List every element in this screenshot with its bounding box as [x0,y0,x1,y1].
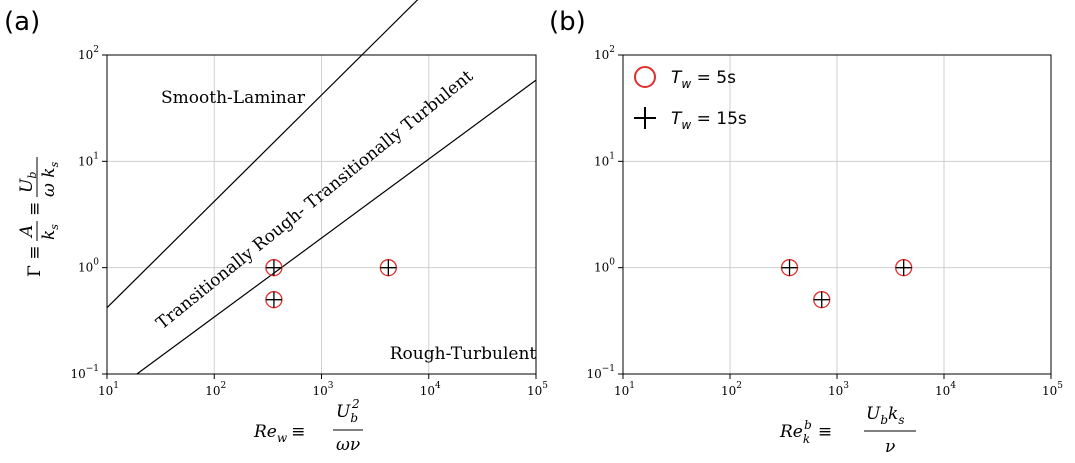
panel-a-markers [265,259,397,309]
x-tick-label: 104 [420,381,441,398]
region-rough-turbulent: Rough-Turbulent [390,344,537,364]
legend-label-15s: Tw = 15s [671,109,747,132]
y-tick-label: 101 [594,151,615,168]
y-tick-label: 100 [594,258,615,275]
plus-marker [781,259,798,276]
plus-marker [265,291,282,308]
legend-plus-marker [634,107,656,129]
legend-circle-marker [634,66,656,88]
panel-a-y-ticks: 10−1 100 101 102 [70,45,107,381]
plus-marker [265,259,282,276]
x-tick-label: 103 [828,381,849,398]
svg-text:≡: ≡ [25,202,45,216]
svg-text:Rew≡: Rew ≡ [253,422,305,445]
y-tick-label: 100 [78,258,99,275]
panel-b-x-label: Rekb ≡ Ubks ν [779,404,916,457]
x-tick-label: 103 [313,381,334,398]
panel-b-markers [780,259,913,309]
x-tick-label: 105 [1042,381,1063,398]
svg-text:Ub2: Ub2 [336,397,360,425]
svg-text:ks: ks [39,224,61,240]
y-tick-label: 10−1 [70,364,99,381]
panel-a-label: (a) [4,7,40,37]
svg-text:A: A [17,225,37,239]
panel-b: 101 102 103 104 105 10−1 100 101 102 Tw = 5s Tw… [586,45,1063,457]
x-tick-label: 102 [721,381,742,398]
svg-text:ω ks: ω ks [39,161,61,197]
svg-text:ων: ων [336,435,360,455]
y-tick-label: 102 [594,45,615,62]
plus-marker [380,259,397,276]
region-smooth-laminar: Smooth-Laminar [161,88,306,108]
svg-text:ν: ν [885,437,895,457]
y-tick-label: 102 [78,45,99,62]
panel-a: Smooth-Laminar Transitionally Rough- Tra… [17,0,548,455]
panel-a-boundary-lines [106,0,537,375]
panel-b-x-ticks: 101 102 103 104 105 [614,374,1063,398]
x-tick-label: 105 [527,381,548,398]
panel-b-y-ticks: 10−1 100 101 102 [586,45,623,381]
regime-boundary-line [106,0,419,309]
plus-marker [813,291,830,308]
x-tick-label: 101 [98,381,119,398]
svg-text:Γ ≡: Γ ≡ [25,246,45,277]
svg-text:Ub: Ub [17,172,39,193]
regime-boundary-line [136,79,537,375]
y-tick-label: 10−1 [586,364,615,381]
panel-a-y-label: Γ ≡ A ks ≡ Ub ω ks [17,157,61,277]
svg-text:Rekb≡: Rekb ≡ [779,418,832,446]
legend-label-5s: Tw = 5s [671,68,736,91]
panel-b-label: (b) [549,7,586,37]
x-tick-label: 104 [935,381,956,398]
x-tick-label: 102 [205,381,226,398]
panel-a-x-ticks: 101 102 103 104 105 [98,374,548,398]
svg-text:Ubks: Ubks [866,404,905,427]
x-tick-label: 101 [614,381,635,398]
panel-a-x-label: Rew ≡ Ub2 ων [253,397,363,455]
panel-b-legend: Tw = 5s Tw = 15s [634,66,747,132]
panel-b-grid [622,54,1052,375]
y-tick-label: 101 [78,151,99,168]
plus-marker [895,259,912,276]
